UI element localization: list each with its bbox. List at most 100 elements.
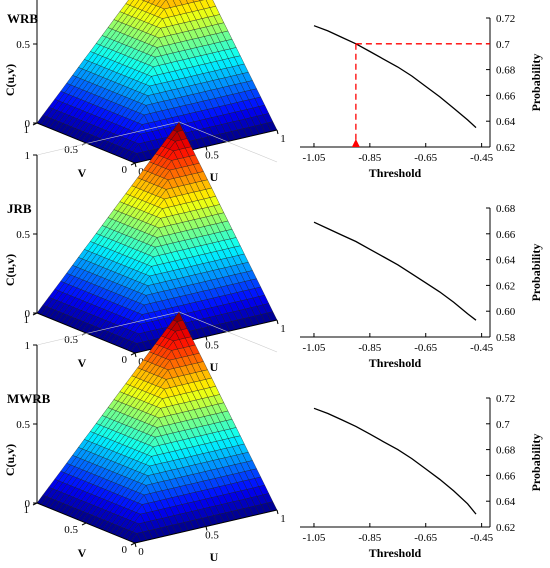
u-axis-label: U [210, 170, 219, 184]
u-axis-label: U [210, 550, 219, 564]
annotation-marker [351, 139, 360, 147]
surface-mesh [36, 0, 278, 164]
y-tick-label: 0.66 [496, 470, 516, 482]
v-axis-label: V [78, 356, 87, 370]
x-tick-label: -0.45 [470, 342, 493, 354]
x-tick-label: -0.65 [414, 342, 437, 354]
y-tick-label: 0.68 [496, 445, 516, 457]
x-axis-label: Threshold [369, 356, 422, 370]
series-line [313, 221, 477, 321]
u-tick-label: 0 [138, 166, 144, 178]
surface-mesh [36, 121, 278, 354]
z-tick-label: 0.5 [16, 39, 30, 51]
v-tick-label: 1 [24, 314, 30, 326]
v-tick-label: 0 [122, 544, 128, 556]
z-tick-label: 0.5 [16, 229, 30, 241]
y-axis-label: Probability [529, 244, 543, 302]
line-chart-5: -1.05 -0.85 -0.65 -0.450.62 0.64 0.66 0.68 0.7 0… [300, 393, 543, 560]
v-tick-label: 1 [24, 504, 30, 516]
y-tick-label: 0.66 [496, 229, 516, 241]
z-tick-label: 1 [25, 150, 31, 162]
v-axis-label: V [78, 546, 87, 560]
u-tick-label: 0 [138, 356, 144, 368]
v-tick-label: 0 [122, 164, 128, 176]
y-tick-label: 0.72 [496, 393, 515, 405]
v-tick-label: 0.5 [64, 524, 78, 536]
x-tick-label: -1.05 [303, 342, 326, 354]
u-tick [205, 336, 208, 341]
u-tick [134, 352, 137, 358]
z-axis-label: C(u,v) [3, 254, 17, 286]
u-tick [205, 526, 208, 531]
x-tick-label: -0.65 [414, 532, 437, 544]
x-tick-label: -1.05 [303, 152, 326, 164]
series-line [313, 407, 477, 515]
u-tick-label: 0.5 [205, 150, 219, 162]
y-tick-label: 0.7 [496, 39, 510, 51]
v-tick [130, 352, 136, 356]
u-tick-label: 0.5 [205, 530, 219, 542]
y-tick-label: 0.62 [496, 522, 515, 534]
y-tick-label: 0.66 [496, 90, 516, 102]
u-tick [205, 146, 208, 151]
surface-mesh [36, 311, 278, 544]
y-tick-label: 0.64 [496, 116, 516, 128]
x-tick-label: -0.85 [358, 342, 381, 354]
u-axis-label: U [210, 360, 219, 374]
y-tick-label: 0.62 [496, 280, 515, 292]
z-tick-label: 0.5 [16, 419, 30, 431]
y-tick-label: 0.58 [496, 332, 516, 344]
u-tick-label: 1 [280, 323, 286, 335]
y-tick-label: 0.64 [496, 255, 516, 267]
v-tick [130, 542, 136, 546]
u-tick-label: 0 [138, 546, 144, 558]
u-tick [276, 319, 279, 325]
x-tick-label: -0.85 [358, 152, 381, 164]
u-tick [134, 162, 137, 168]
y-tick-label: 0.64 [496, 496, 516, 508]
surface-cell [147, 0, 156, 5]
z-tick-label: 0 [25, 118, 31, 130]
line-chart-1: -1.05 -0.85 -0.65 -0.450.62 0.64 0.66 0.68 0.7 0… [300, 13, 543, 180]
surface-title: MWRB [7, 391, 51, 406]
v-tick-label: 0 [122, 354, 128, 366]
surface-title: JRB [7, 201, 32, 216]
surface-title: WRB [7, 11, 38, 26]
v-tick [81, 522, 87, 526]
y-tick-label: 0.68 [496, 65, 516, 77]
surface-cell [125, 0, 134, 6]
y-tick-label: 0.60 [496, 306, 516, 318]
x-tick-label: -1.05 [303, 532, 326, 544]
x-tick-label: -0.45 [470, 152, 493, 164]
x-axis-label: Threshold [369, 166, 422, 180]
u-tick-label: 1 [280, 133, 286, 145]
x-axis-label: Threshold [369, 546, 422, 560]
z-axis-label: C(u,v) [3, 444, 17, 476]
y-tick-label: 0.68 [496, 203, 516, 215]
x-tick-label: -0.85 [358, 532, 381, 544]
u-tick-label: 0.5 [205, 340, 219, 352]
y-axis-label: Probability [529, 434, 543, 492]
y-tick-label: 0.7 [496, 419, 510, 431]
z-tick-label: 1 [25, 340, 31, 352]
series-line [313, 25, 477, 129]
v-tick-label: 0.5 [64, 334, 78, 346]
z-tick-label: 0 [25, 308, 31, 320]
v-tick-label: 1 [24, 124, 30, 136]
z-axis-label: C(u,v) [3, 64, 17, 96]
z-tick-label: 0 [25, 498, 31, 510]
x-tick-label: -0.65 [414, 152, 437, 164]
y-tick-label: 0.62 [496, 142, 515, 154]
v-axis-label: V [78, 166, 87, 180]
y-axis-label: Probability [529, 54, 543, 112]
v-tick [130, 162, 136, 166]
v-tick-label: 0.5 [64, 144, 78, 156]
u-tick-label: 1 [280, 513, 286, 525]
u-tick [276, 129, 279, 135]
y-tick-label: 0.72 [496, 13, 515, 25]
u-tick [276, 509, 279, 515]
x-tick-label: -0.45 [470, 532, 493, 544]
